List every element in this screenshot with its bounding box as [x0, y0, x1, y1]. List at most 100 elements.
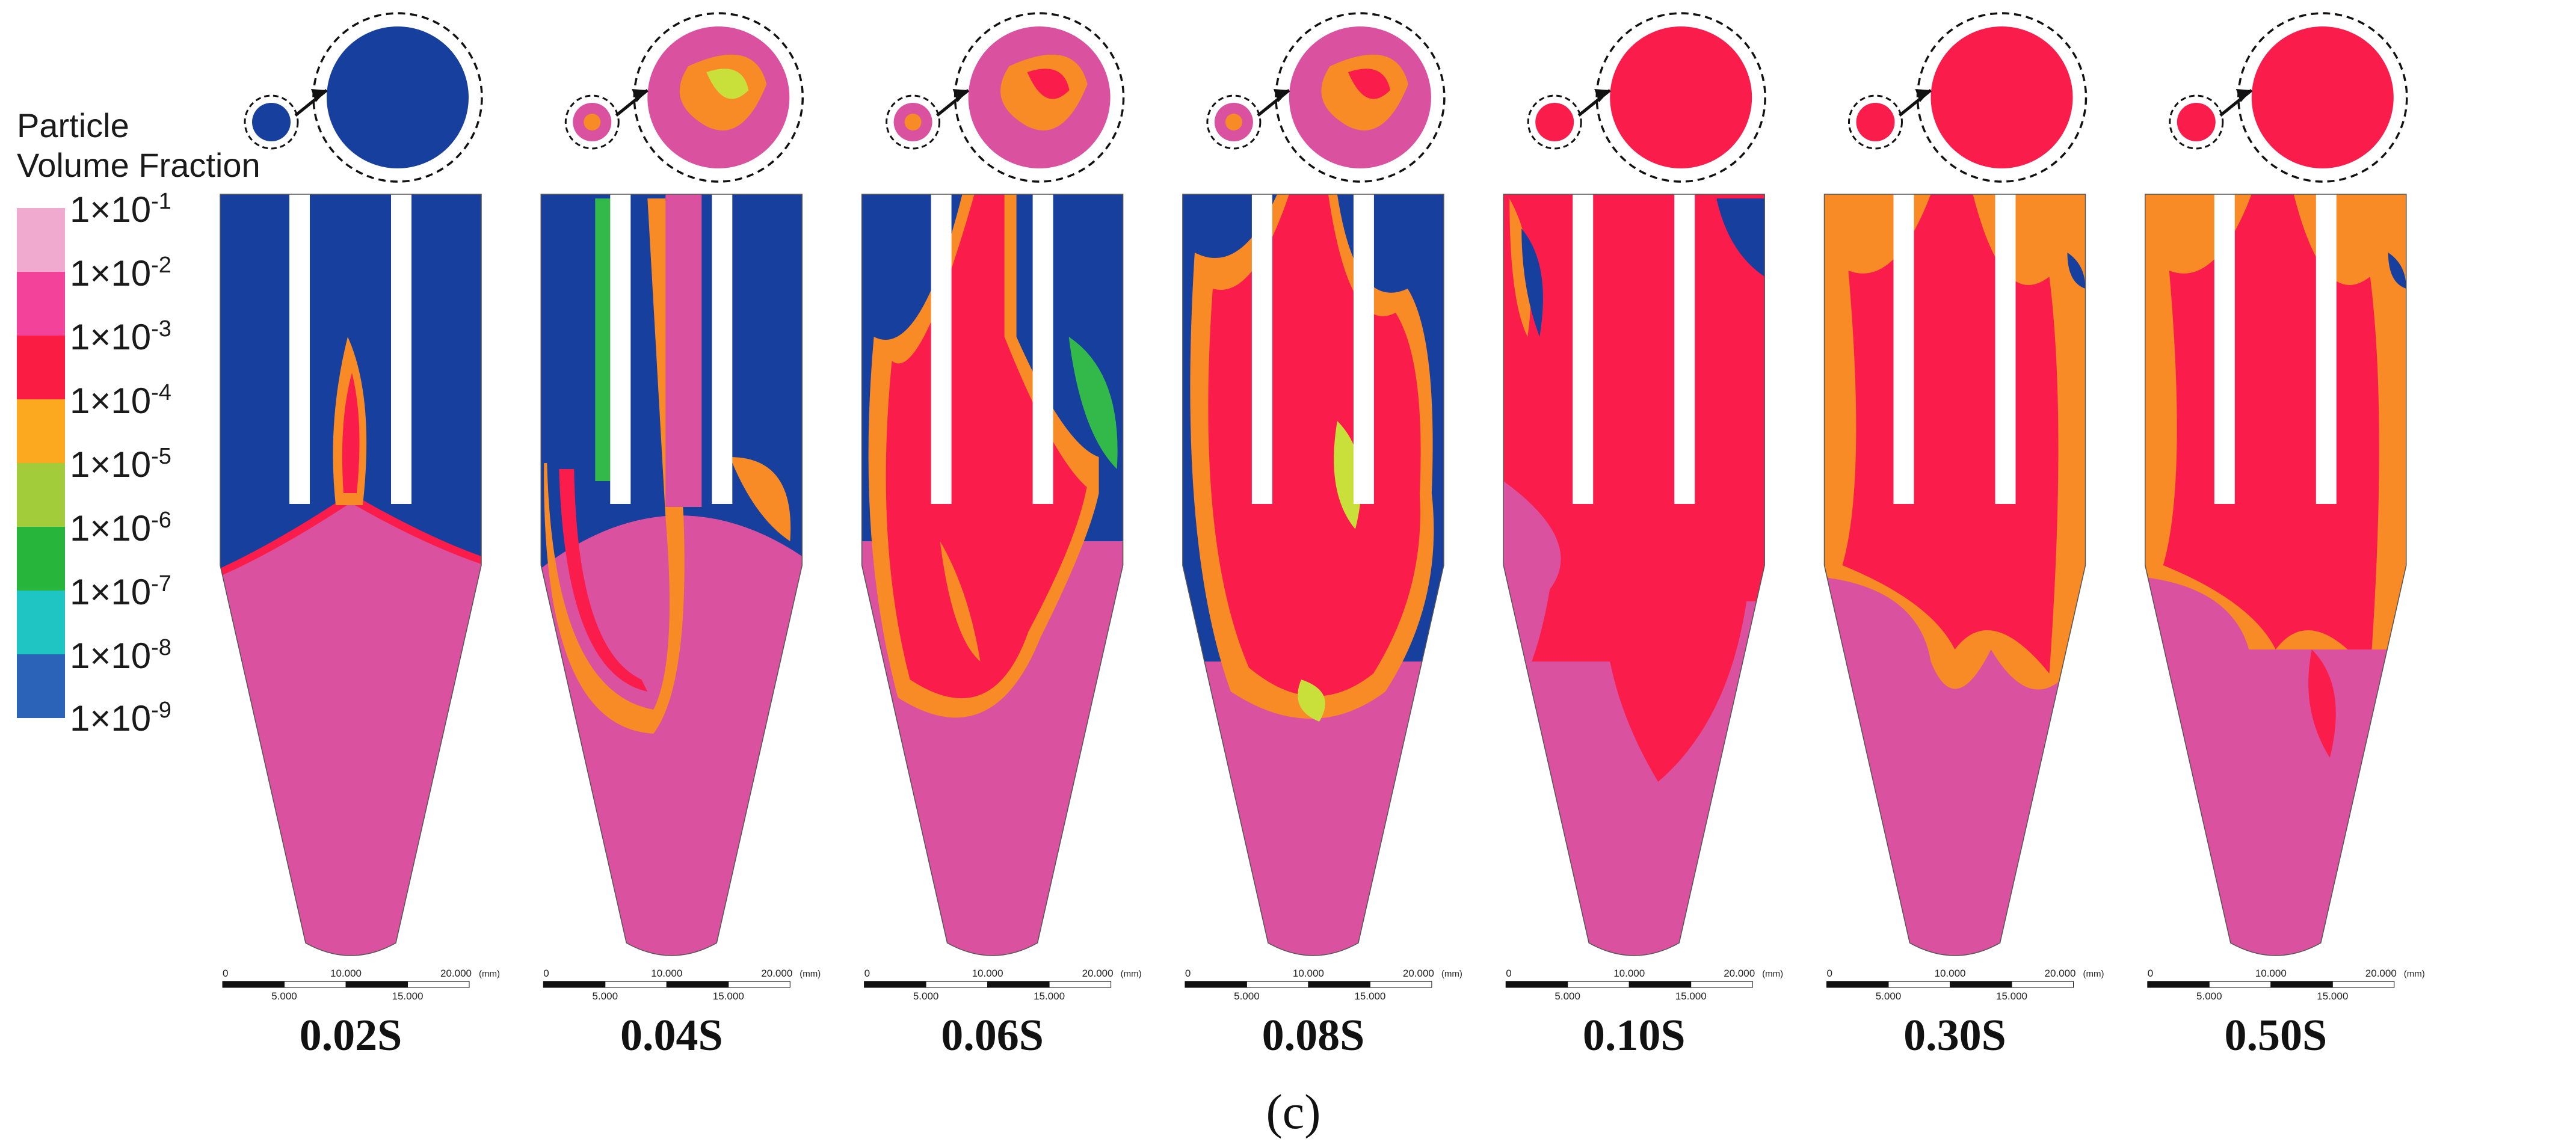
inlet-small-dashed-ring [1206, 94, 1262, 150]
scale-bar-segment [1888, 981, 1950, 988]
scale-tick-label: 10.000 [651, 968, 682, 979]
scale-tick-label: 5.000 [1876, 990, 1902, 1002]
scale-bar-segment [2208, 981, 2272, 988]
scale-bar-segment [605, 981, 667, 988]
inlet-zoom-dashed-ring [2237, 12, 2408, 183]
scale-tick-label: 0 [1827, 968, 1832, 979]
scale-tick-label: 5.000 [2196, 990, 2222, 1002]
inlet-zoom-dashed-ring [312, 12, 483, 183]
scale-bar-segment [2270, 981, 2333, 988]
inlet-small-dashed-ring [1848, 94, 1903, 150]
scale-tick-label: 20.000 [1082, 968, 1114, 979]
scale-tick-label: 15.000 [1354, 990, 1385, 1002]
legend-title-line1: Particle [17, 106, 129, 144]
scale-tick-label: 0 [1506, 968, 1511, 979]
scale-bar-segment [987, 981, 1050, 988]
inlet-zoom-dashed-ring [1275, 12, 1446, 183]
legend-swatch [17, 272, 65, 336]
inlet-zoom-dashed-ring [633, 12, 804, 183]
scale-bar-segment [1505, 981, 1568, 988]
scale-tick-label: 20.000 [1724, 968, 1755, 979]
vortex-finder-left [289, 191, 310, 504]
cyclone-outline [861, 194, 1124, 956]
scale-tick-label: 20.000 [2365, 968, 2397, 979]
inlet-zoom-dashed-ring [954, 12, 1125, 183]
scale-tick-label: 5.000 [913, 990, 939, 1002]
scale-tick-label: 20.000 [1403, 968, 1434, 979]
inlet-small-dashed-ring [886, 94, 941, 150]
vortex-finder-left [1573, 191, 1594, 504]
scale-tick-label: 0 [2148, 968, 2153, 979]
legend-title: Particle Volume Fraction [17, 106, 260, 185]
legend-label: 1×10-3 [70, 316, 171, 357]
scale-tick-label: 10.000 [330, 968, 362, 979]
scale-unit-label: (mm) [1121, 969, 1142, 979]
zoom-arrowhead [2236, 89, 2252, 102]
inlet-zoom-dashed-ring [1916, 12, 2088, 183]
zoom-arrowhead [952, 89, 969, 102]
inlet-small-dashed-ring [564, 94, 620, 150]
vortex-finder-right [1995, 191, 2016, 504]
time-label: 0.50S [2224, 1011, 2328, 1060]
legend-label: 1×10-1 [70, 189, 171, 230]
scale-bar-segment [864, 981, 926, 988]
scale-bar-segment [1308, 981, 1370, 988]
scale-bar-segment [728, 981, 790, 988]
figure-caption: (c) [1266, 1084, 1321, 1139]
cyclone-frame: 0 10.000 20.000 (mm) 5.000 15.000 [2145, 12, 2425, 1002]
scale-bar-segment [345, 981, 408, 988]
time-label: 0.30S [1903, 1011, 2006, 1060]
scale-bar-segment [284, 981, 347, 988]
inlet-small-dashed-ring [2169, 94, 2224, 150]
scale-tick-label: 20.000 [2045, 968, 2076, 979]
vortex-finder-right [1353, 191, 1374, 504]
scale-tick-label: 15.000 [1675, 990, 1707, 1002]
scale-unit-label: (mm) [2404, 969, 2425, 979]
zoom-arrowhead [311, 89, 327, 102]
legend-label: 1×10-2 [70, 253, 171, 293]
inlet-zoom-circle [2251, 26, 2394, 168]
legend-swatch [17, 208, 65, 272]
inlet-small-circle [1535, 103, 1574, 141]
legend-label: 1×10-6 [70, 508, 171, 548]
scale-tick-label: 5.000 [1234, 990, 1260, 1002]
scale-bar-segment [1628, 981, 1692, 988]
vortex-finder-left [2214, 191, 2235, 504]
scale-bar-segment [1369, 981, 1432, 988]
inlet-zoom-circle [1930, 26, 2073, 168]
scale-tick-label: 10.000 [972, 968, 1003, 979]
vortex-finder-right [1674, 191, 1695, 504]
zoom-arrowhead [1594, 89, 1610, 102]
legend-label: 1×10-8 [70, 635, 171, 676]
cyclone-frame: 0 10.000 20.000 (mm) 5.000 15.000 [540, 12, 821, 1002]
time-label: 0.02S [299, 1011, 402, 1060]
cyclone-frame: 0 10.000 20.000 (mm) 5.000 15.000 [1182, 12, 1462, 1002]
scale-tick-label: 0 [864, 968, 870, 979]
inlet-zoom-circle [327, 26, 469, 168]
scale-tick-label: 15.000 [713, 990, 744, 1002]
cyclone-frame: 0 10.000 20.000 (mm) 5.000 15.000 [1823, 12, 2104, 1002]
vortex-finder-left [1893, 191, 1914, 504]
scale-unit-label: (mm) [1762, 969, 1783, 979]
scale-tick-label: 10.000 [1293, 968, 1324, 979]
legend-swatch [17, 399, 65, 463]
inlet-zoom-circle [1610, 26, 1752, 168]
inlet-small-circle [2177, 103, 2216, 141]
scale-unit-label: (mm) [479, 969, 500, 979]
vortex-finder-right [712, 191, 733, 504]
scale-bar-segment [2011, 981, 2074, 988]
legend-label: 1×10-5 [70, 444, 171, 485]
zoom-arrowhead [632, 89, 648, 102]
scale-tick-label: 15.000 [1034, 990, 1065, 1002]
time-label: 0.10S [1582, 1011, 1686, 1060]
legend-label: 1×10-9 [70, 698, 171, 738]
scale-tick-label: 20.000 [761, 968, 792, 979]
scale-bar-segment [925, 981, 988, 988]
inlet-small-dashed-ring [1527, 94, 1582, 150]
scale-unit-label: (mm) [800, 969, 821, 979]
zoom-arrowhead [1915, 89, 1931, 102]
scale-bar-segment [1185, 981, 1247, 988]
legend-swatch [17, 336, 65, 399]
scale-bar-segment [543, 981, 606, 988]
